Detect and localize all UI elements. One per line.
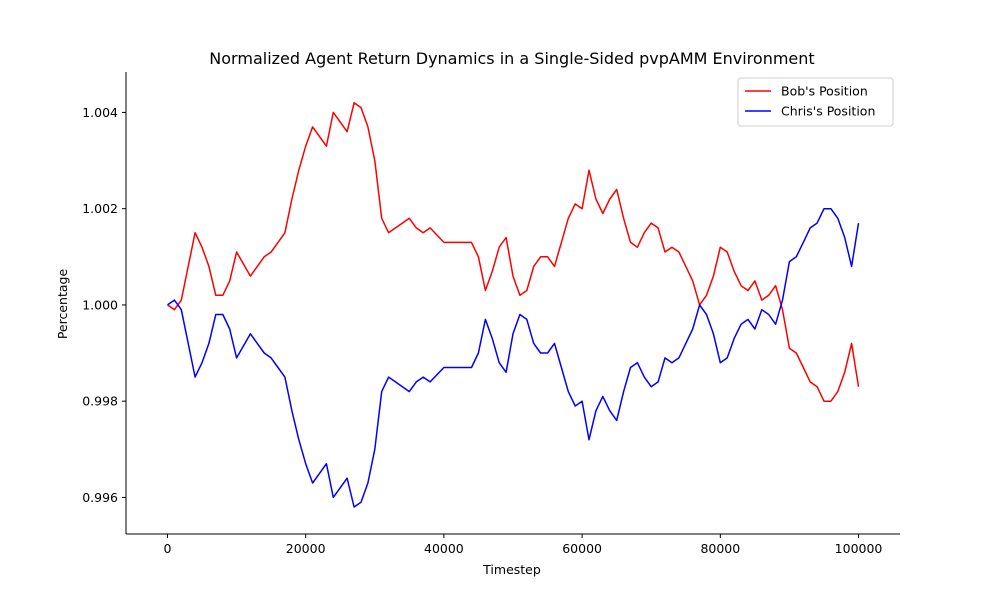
y-tick-label: 1.004: [82, 105, 118, 120]
x-ticks: 0 20000 40000 60000 80000 100000: [163, 534, 882, 556]
y-tick-label: 0.998: [82, 394, 118, 409]
legend: Bob's Position Chris's Position: [737, 77, 894, 127]
series-line-chris: [167, 207, 860, 508]
x-tick-label: 40000: [424, 541, 464, 556]
y-tick-label: 1.000: [82, 297, 118, 312]
x-tick-label: 0: [163, 541, 171, 556]
y-ticks: 0.996 0.998 1.000 1.002 1.004: [82, 105, 126, 505]
y-tick-label: 1.002: [82, 201, 118, 216]
y-axis-label: Percentage: [55, 269, 70, 340]
series-line-bob: [167, 102, 860, 402]
x-axis-label: Timestep: [482, 562, 541, 577]
legend-frame: [737, 77, 894, 127]
x-tick-label: 80000: [700, 541, 740, 556]
legend-label-chris: Chris's Position: [781, 104, 875, 119]
chart-title: Normalized Agent Return Dynamics in a Si…: [209, 49, 814, 68]
y-tick-label: 0.996: [82, 490, 118, 505]
plot-lines: [167, 102, 860, 508]
x-tick-label: 100000: [835, 541, 883, 556]
x-tick-label: 20000: [286, 541, 326, 556]
x-tick-label: 60000: [562, 541, 602, 556]
legend-label-bob: Bob's Position: [781, 84, 868, 99]
